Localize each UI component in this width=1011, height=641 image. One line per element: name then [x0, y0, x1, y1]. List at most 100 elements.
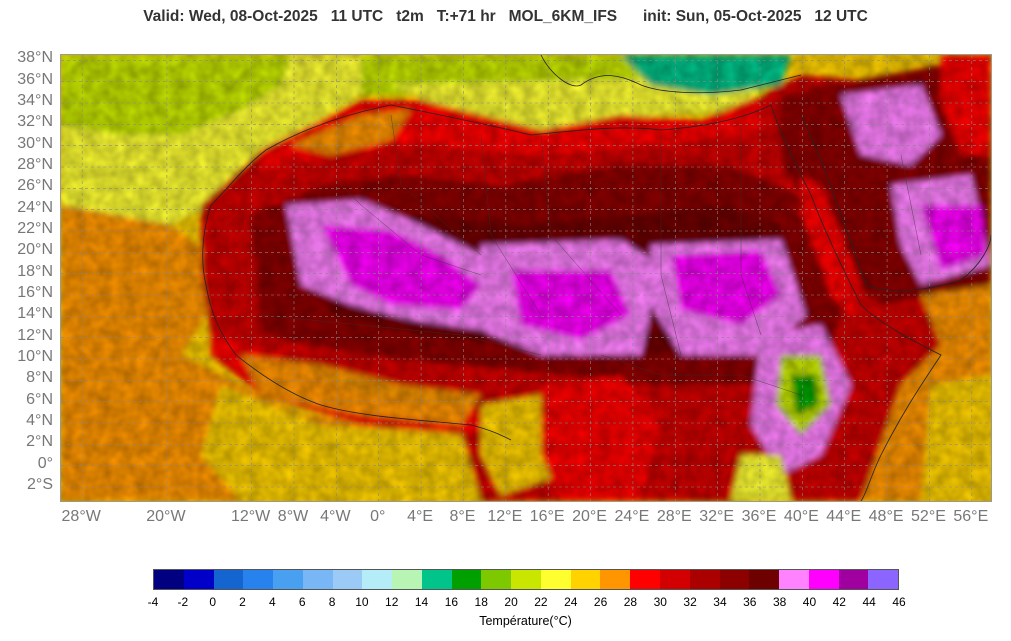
- lat-label: 22°N: [17, 220, 53, 237]
- lat-label: 8°N: [26, 369, 53, 387]
- lon-label: 28°W: [61, 508, 101, 525]
- lon-label: 20°E: [572, 508, 607, 525]
- legend-swatch: [511, 570, 541, 589]
- lat-label: 28°N: [17, 156, 53, 173]
- lon-label: 24°E: [614, 508, 650, 525]
- lon-label: 48°E: [868, 508, 904, 525]
- legend-swatch: [749, 570, 780, 589]
- border-9: [900, 154, 922, 256]
- legend-tick-label: 6: [298, 595, 306, 609]
- lat-label: 24°N: [17, 198, 53, 216]
- legend-tick-label: 46: [892, 595, 906, 609]
- legend-tick-label: 36: [743, 595, 757, 609]
- legend-swatch: [273, 570, 303, 589]
- coastlines: [202, 55, 991, 501]
- legend-tick-label: -2: [177, 595, 189, 609]
- lat-label: 32°N: [17, 113, 53, 131]
- legend-swatch: [689, 570, 720, 589]
- border-7: [260, 314, 542, 356]
- lat-label: 2°S: [27, 476, 53, 493]
- lat-label: 2°N: [26, 433, 53, 451]
- legend-tick-label: 10: [355, 595, 369, 609]
- legend-tick-label: 20: [504, 595, 518, 609]
- legend-tick-label: -4: [147, 595, 159, 609]
- legend-tick-label: 44: [862, 595, 876, 609]
- legend-swatch: [838, 570, 869, 589]
- legend-tick-label: 30: [653, 595, 667, 609]
- lat-label: 12°N: [17, 326, 53, 344]
- legend-swatch: [540, 570, 571, 589]
- coast-africa-north: [265, 104, 772, 151]
- legend-swatch: [302, 570, 333, 589]
- legend-tick-label: 24: [564, 595, 578, 609]
- color-legend: [153, 569, 899, 590]
- lon-label: 4°W: [320, 508, 351, 525]
- legend-swatch: [362, 570, 393, 589]
- coast-africa-east: [770, 104, 942, 501]
- legend-swatch: [183, 570, 214, 589]
- legend-swatch: [719, 570, 750, 589]
- legend-tick-label: 12: [385, 595, 399, 609]
- legend-swatch: [154, 570, 184, 589]
- border-5: [660, 135, 682, 356]
- country-borders: [260, 114, 922, 396]
- border-2: [390, 114, 482, 256]
- legend-tick-label: 16: [444, 595, 459, 609]
- lon-label: 8°W: [277, 508, 309, 525]
- legend-swatch: [392, 570, 422, 589]
- lon-label: 56°E: [953, 508, 989, 525]
- lat-label: 34°N: [17, 92, 53, 109]
- lat-label: 16°N: [17, 284, 53, 301]
- lat-label: 36°N: [17, 70, 53, 88]
- legend-swatch: [421, 570, 452, 589]
- valid-hour: 11 UTC: [330, 8, 384, 25]
- legend-tick-label: 8: [328, 595, 336, 609]
- coast-arabia: [800, 114, 991, 291]
- init-date: init: Sun, 05-Oct-2025: [642, 8, 802, 25]
- temperature-map[interactable]: [60, 54, 992, 502]
- lon-label: 12°W: [230, 508, 271, 525]
- lon-label: 8°E: [449, 508, 476, 525]
- lon-label: 44°E: [826, 508, 862, 525]
- legend-swatch: [630, 570, 661, 589]
- lat-label: 0°: [37, 454, 53, 472]
- lon-label: 36°E: [741, 508, 777, 525]
- lon-label: 0°: [370, 508, 386, 525]
- coast-africa-west: [202, 149, 512, 441]
- lat-label: 10°N: [17, 348, 53, 365]
- legend-swatch: [332, 570, 363, 589]
- coast-europe: [540, 55, 802, 94]
- legend-tick-label: 2: [239, 595, 246, 609]
- lon-label: 32°E: [699, 508, 735, 525]
- legend-tick-label: 18: [474, 595, 488, 609]
- field-texture: [61, 55, 991, 501]
- lat-label: 30°N: [17, 134, 53, 152]
- lon-label: 16°E: [529, 508, 565, 525]
- parameter: t2m: [396, 8, 424, 25]
- legend-tick-label: 40: [802, 595, 817, 609]
- lon-label: 12°E: [487, 508, 523, 525]
- legend-tick-label: 28: [623, 595, 638, 609]
- legend-title: Température(°C): [479, 614, 572, 628]
- legend-swatch: [481, 570, 512, 589]
- legend-tick-label: 42: [832, 595, 846, 609]
- legend-swatch: [243, 570, 274, 589]
- legend-tick-label: 26: [593, 595, 608, 609]
- legend-swatch: [868, 570, 899, 589]
- legend-swatch: [451, 570, 482, 589]
- init-hour: 12 UTC: [814, 8, 868, 25]
- border-1: [320, 164, 482, 276]
- lon-label: 4°E: [407, 508, 434, 525]
- lon-label: 28°E: [656, 508, 692, 525]
- legend-tick-label: 0: [209, 595, 217, 609]
- lat-label: 14°N: [17, 305, 53, 323]
- legend-tick-label: 32: [683, 595, 697, 609]
- legend-swatch: [213, 570, 244, 589]
- model-name: MOL_6KM_IFS: [508, 8, 618, 25]
- legend-tick-label: 14: [414, 595, 429, 609]
- lat-label: 6°N: [26, 390, 53, 408]
- legend-swatch: [600, 570, 631, 589]
- legend-swatch: [570, 570, 601, 589]
- legend-swatch: [660, 570, 690, 589]
- valid-date: Valid: Wed, 08-Oct-2025: [143, 8, 318, 25]
